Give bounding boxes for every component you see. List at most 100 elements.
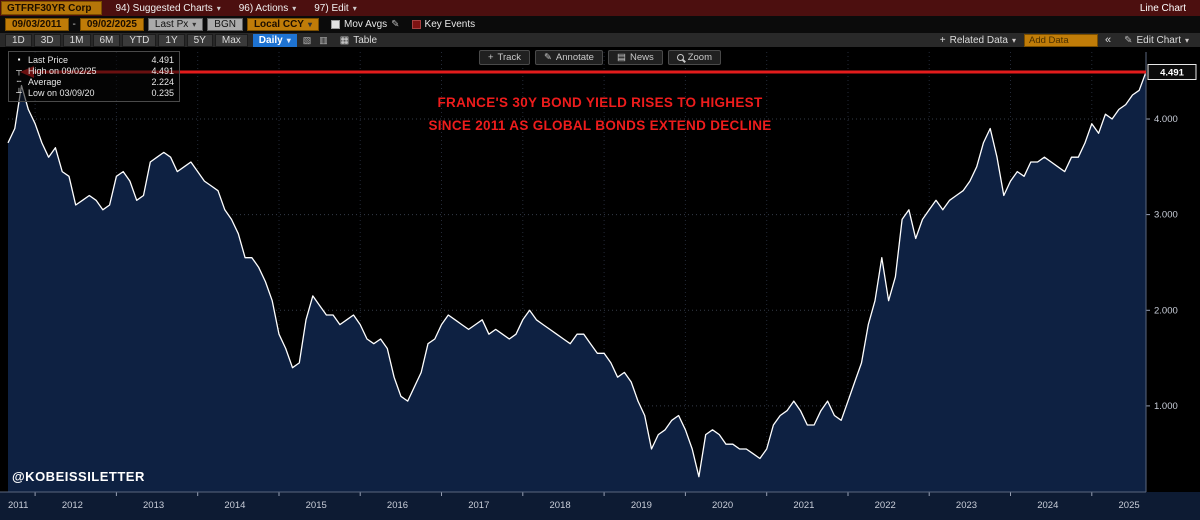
legend-row: ┬ High on 09/02/25 4.491 <box>14 65 174 76</box>
tool-label: Track <box>497 52 521 63</box>
menu-suggested-charts-label: 94) Suggested Charts <box>115 2 213 14</box>
legend-label: Low on 03/09/20 <box>28 87 95 98</box>
related-data-label: Related Data <box>949 34 1008 46</box>
plus-icon <box>940 35 946 46</box>
table-button[interactable]: ▦ Table <box>334 35 383 46</box>
low-marker: ┴ <box>16 88 22 97</box>
svg-text:2019: 2019 <box>631 500 652 511</box>
track-icon: + <box>487 52 494 63</box>
y-axis-labels: 1.000 2.000 3.000 4.000 <box>1146 114 1178 412</box>
frequency-dropdown[interactable]: Daily <box>252 33 297 47</box>
period-button-5y[interactable]: 5Y <box>186 33 213 47</box>
tool-zoom-button[interactable]: Zoom <box>667 50 722 65</box>
period-button-ytd[interactable]: YTD <box>122 33 157 47</box>
chevron-down-icon <box>308 19 312 31</box>
yield-area-fill <box>8 72 1146 492</box>
average-marker: ╌ <box>16 77 22 86</box>
edit-chart-button[interactable]: Edit Chart <box>1118 35 1195 46</box>
period-button-3d[interactable]: 3D <box>33 33 61 47</box>
key-events-checkbox[interactable] <box>411 20 421 29</box>
period-button-6m[interactable]: 6M <box>92 33 121 47</box>
period-button-max[interactable]: Max <box>214 33 248 47</box>
chart-style-icon[interactable]: ▥ <box>319 34 328 45</box>
legend-value: 4.491 <box>151 65 174 76</box>
tool-label: Annotate <box>555 52 594 63</box>
period-button-1m[interactable]: 1M <box>62 33 91 47</box>
menu-edit[interactable]: 97) Edit <box>305 0 365 16</box>
x-axis-labels: 2011 2012 2013 2014 2015 2016 2017 2018 2019 2020… <box>8 492 1140 511</box>
security-ticker-field[interactable]: GTFRF30YR Corp <box>1 1 103 15</box>
yield-line <box>7 71 1147 478</box>
currency-label: Local CCY <box>253 18 304 30</box>
legend-value: 4.491 <box>151 54 174 65</box>
chart-plot-area[interactable]: 1.000 2.000 3.000 4.000 2011 2012 2013 2014 2015… <box>0 48 1200 520</box>
watermark: @KOBEISSILETTER <box>12 469 145 484</box>
annotation-line2: SINCE 2011 AS GLOBAL BONDS EXTEND DECLIN… <box>428 118 772 133</box>
svg-text:2012: 2012 <box>62 500 83 511</box>
chevron-down-icon <box>1012 35 1016 46</box>
chevron-down-icon <box>287 35 291 46</box>
date-range-separator: - <box>72 19 76 30</box>
svg-text:4.000: 4.000 <box>1154 114 1178 125</box>
zoom-icon <box>676 54 684 61</box>
tool-label: News <box>629 52 654 63</box>
annotation-line1: FRANCE'S 30Y BOND YIELD RISES TO HIGHEST <box>437 95 763 110</box>
currency-dropdown[interactable]: Local CCY <box>246 18 319 31</box>
tool-annotate-button[interactable]: ✎ Annotate <box>534 50 603 65</box>
price-type-label: Last Px <box>154 18 189 30</box>
chevron-down-icon <box>353 3 357 14</box>
svg-text:2011: 2011 <box>8 500 28 511</box>
svg-text:2020: 2020 <box>712 500 733 511</box>
svg-text:1.000: 1.000 <box>1154 401 1178 412</box>
pencil-icon <box>1124 35 1132 46</box>
legend-value: 2.224 <box>151 76 174 87</box>
chevron-down-icon <box>192 19 196 31</box>
tool-label: Zoom <box>687 52 713 63</box>
mov-avgs-checkbox[interactable] <box>330 20 340 29</box>
yield-chart: 1.000 2.000 3.000 4.000 2011 2012 2013 2014 2015… <box>0 48 1200 520</box>
period-buttons-group: 1D 3D 1M 6M YTD 1Y 5Y Max <box>5 33 248 47</box>
add-data-input[interactable] <box>1024 33 1098 47</box>
draw-tools-icon[interactable]: ▧ <box>302 34 312 45</box>
period-button-1y[interactable]: 1Y <box>158 33 185 47</box>
svg-text:2013: 2013 <box>143 500 164 511</box>
pricing-source-label: BGN <box>214 18 236 30</box>
svg-text:2.000: 2.000 <box>1154 305 1178 316</box>
related-data-dropdown[interactable]: Related Data <box>934 35 1022 46</box>
start-date-field[interactable]: 09/03/2011 <box>5 18 69 31</box>
tool-track-button[interactable]: + Track <box>478 50 530 65</box>
svg-text:4.491: 4.491 <box>1160 68 1184 79</box>
annotation-text: FRANCE'S 30Y BOND YIELD RISES TO HIGHEST… <box>0 91 1200 137</box>
svg-text:2024: 2024 <box>1037 500 1058 511</box>
price-type-dropdown[interactable]: Last Px <box>147 18 204 31</box>
menu-actions[interactable]: 96) Actions <box>230 0 306 16</box>
annotate-icon: ✎ <box>543 52 552 63</box>
chart-icon-buttons-group: ▧ ▥ <box>299 35 332 46</box>
end-date-field[interactable]: 09/02/2025 <box>79 18 144 31</box>
svg-text:2022: 2022 <box>875 500 896 511</box>
legend-label: Last Price <box>28 54 69 65</box>
svg-text:3.000: 3.000 <box>1154 210 1178 221</box>
frequency-label: Daily <box>258 34 283 46</box>
last-price-axis-badge: 4.491 <box>1147 64 1197 80</box>
menu-suggested-charts[interactable]: 94) Suggested Charts <box>106 0 229 16</box>
svg-text:2015: 2015 <box>306 500 327 511</box>
news-icon: ▤ <box>616 52 626 63</box>
svg-text:2014: 2014 <box>224 500 245 511</box>
legend-row: ▪ Last Price 4.491 <box>14 54 174 65</box>
period-button-1d[interactable]: 1D <box>5 33 32 47</box>
svg-text:2016: 2016 <box>387 500 408 511</box>
chevron-down-icon <box>292 3 296 14</box>
x-axis-strip <box>0 492 1200 520</box>
last-price-marker: ▪ <box>17 55 21 64</box>
legend-row: ┴ Low on 03/09/20 0.235 <box>14 87 174 98</box>
edit-mov-avgs-icon[interactable] <box>391 19 399 30</box>
collapse-panel-button[interactable]: « <box>1105 34 1112 46</box>
svg-text:2018: 2018 <box>550 500 571 511</box>
chevron-down-icon <box>217 3 221 14</box>
tool-news-button[interactable]: ▤ News <box>607 50 663 65</box>
chevron-down-icon <box>1185 35 1189 46</box>
top-menu-bar: GTFRF30YR Corp 94) Suggested Charts 96) … <box>0 0 1200 16</box>
pricing-source-field[interactable]: BGN <box>207 18 243 31</box>
